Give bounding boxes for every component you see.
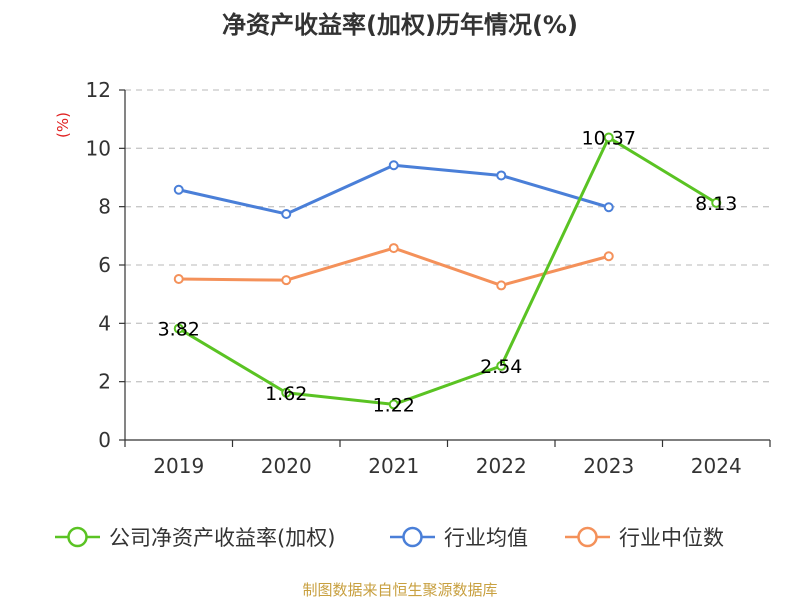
data-point [496,170,507,181]
data-point [603,251,614,262]
chart-title: 净资产收益率(加权)历年情况(%) [222,11,578,39]
y-tick-label: 12 [86,78,111,102]
grid-lines [125,89,770,383]
legend-marker [402,526,423,548]
data-label: 2.54 [480,356,522,378]
data-point [388,243,399,254]
x-tick-label: 2023 [583,454,634,478]
data-point [173,323,184,334]
series-line [177,136,718,406]
legend: 公司净资产收益率(加权) 行业均值 行业中位数 [55,526,724,550]
data-labels: 3.82 1.62 1.22 2.54 10.37 8.13 [158,128,738,417]
y-tick-label: 4 [98,311,111,335]
series-lines [173,132,722,410]
y-tick-label: 10 [86,136,111,160]
data-point [496,280,507,291]
source-note: 制图数据来自恒生聚源数据库 [302,581,497,599]
data-point [603,132,614,143]
x-tick-label: 2019 [153,454,204,478]
x-tick-label: 2022 [476,454,527,478]
data-point [281,208,292,219]
data-point [388,399,399,410]
data-point [711,197,722,208]
x-tick-label: 2024 [691,454,742,478]
data-label: 1.22 [373,394,415,416]
x-tick-label: 2020 [261,454,312,478]
legend-label: 行业均值 [444,526,528,550]
data-point [603,202,614,213]
data-point [281,275,292,286]
x-tick-label: 2021 [368,454,419,478]
data-label: 1.62 [265,383,307,405]
series-line [178,246,610,287]
y-axis-label: (%) [54,112,72,138]
legend-marker [67,526,88,548]
data-point [173,274,184,284]
data-point [388,160,399,171]
axes: 0 2 4 6 8 10 12 2019 2020 2021 2022 2023 2024 [86,78,771,478]
y-tick-label: 2 [98,370,111,394]
data-point [496,360,507,371]
legend-label: 行业中位数 [619,526,724,550]
data-label: 3.82 [158,319,200,341]
y-tick-label: 6 [98,253,111,277]
y-tick-label: 8 [98,195,111,219]
legend-marker [577,526,598,548]
data-label: 8.13 [695,193,737,215]
y-tick-label: 0 [98,428,111,452]
legend-label: 公司净资产收益率(加权) [109,526,335,550]
data-point [173,184,184,195]
data-point [281,387,292,398]
data-label: 10.37 [582,128,636,150]
